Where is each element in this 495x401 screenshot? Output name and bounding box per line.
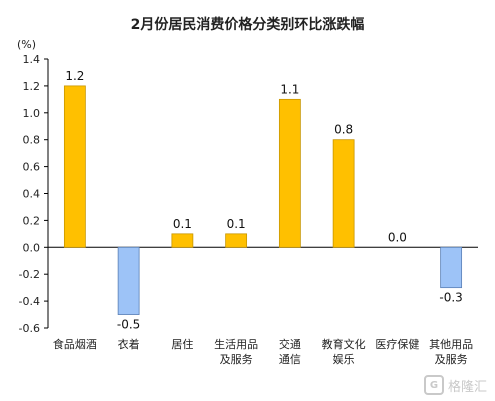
category-label: 交通 [279,337,301,351]
data-label: 1.1 [280,82,299,96]
bar [440,246,463,289]
category-label: 及服务 [220,353,253,366]
y-tick-label: 0.6 [23,161,41,174]
category-label: 衣着 [118,337,140,351]
category-label: 食品烟酒 [53,337,97,351]
category-label: 教育文化 [322,337,366,351]
chart-title: 2月份居民消费价格分类别环比涨跌幅 [130,17,365,33]
bar [171,233,194,248]
data-label: 0.0 [388,230,407,244]
category-label: 生活用品 [214,337,258,351]
watermark-logo-icon: G [423,375,444,395]
y-tick-label: -0.2 [19,268,40,281]
y-tick-label: 0.2 [23,214,41,227]
bar [63,85,86,248]
bar [278,98,301,248]
data-label: -0.3 [439,291,462,305]
y-tick-label: -0.6 [19,322,40,335]
category-label: 通信 [279,353,301,366]
data-label: -0.5 [117,318,140,332]
bar [332,139,355,248]
category-label: 居住 [171,337,193,351]
data-label: 0.1 [173,217,192,231]
data-label: 0.8 [334,123,353,137]
bar [117,246,140,315]
y-tick-label: 0.8 [23,134,41,147]
category-label: 及服务 [435,353,468,366]
category-label: 娱乐 [333,352,355,366]
y-tick-label: -0.4 [19,295,40,308]
category-label: 医疗保健 [375,337,419,351]
y-tick-label: 1.2 [23,80,41,93]
bar [225,233,248,248]
data-label: 0.1 [227,217,246,231]
watermark: G 格隆汇 [423,375,487,395]
data-label: 1.2 [65,69,84,83]
watermark-text: 格隆汇 [447,379,487,395]
y-tick-label: 1.0 [23,107,41,120]
y-tick-label: 0.4 [23,188,41,201]
y-tick-label: 0.0 [23,241,41,254]
y-tick-label: 1.4 [23,53,41,66]
category-label: 其他用品 [429,338,473,351]
y-axis-unit: (%) [17,38,37,51]
